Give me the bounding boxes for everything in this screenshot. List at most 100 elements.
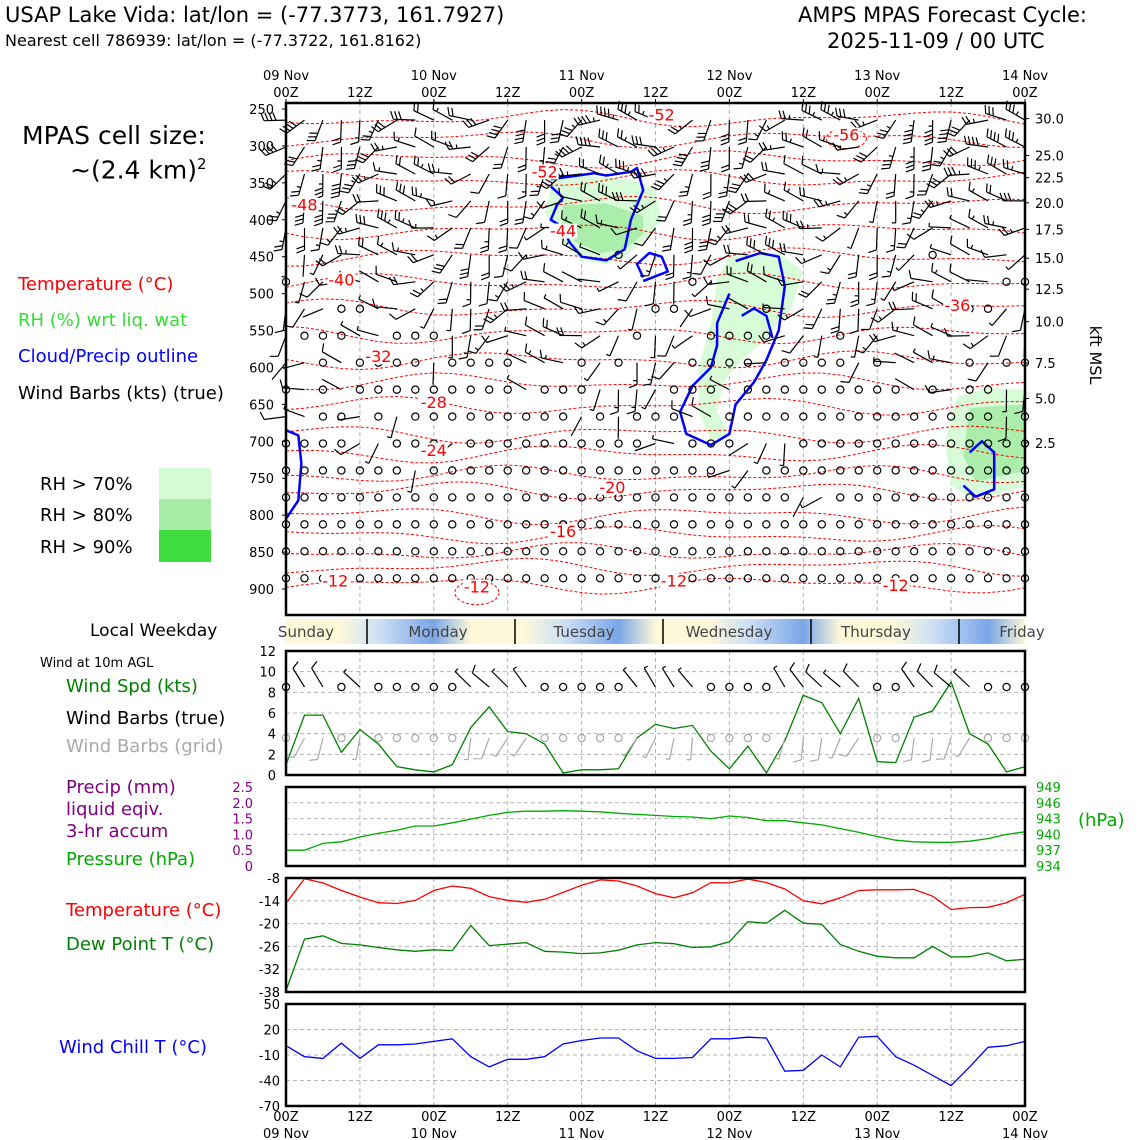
wind-barb [634,227,656,247]
temperature-contour-label: -40 [328,270,354,289]
calm-wind-marker [873,682,882,692]
calm-wind-marker [780,547,790,556]
top-time-tick: 12Z [643,86,669,101]
wind-barb [517,251,545,260]
wind-barb [627,308,638,331]
wind-barb [296,227,306,254]
calm-wind-marker [411,412,420,421]
temperature-contour [285,247,1026,267]
wind-barb [891,281,915,292]
wind-barb [294,281,306,304]
calm-wind-marker [337,682,346,692]
wind-barb [911,291,933,310]
wind-barb [480,254,490,281]
wind-barb [873,357,896,364]
calm-wind-marker [429,520,438,529]
calm-wind-marker [1002,493,1011,502]
calm-wind-marker [725,439,734,448]
calm-wind-marker [836,520,845,529]
bottom-time-tick: 12Z [347,1110,373,1125]
wind-barb [850,335,860,358]
calm-wind-marker [706,574,716,583]
calm-wind-marker [577,466,586,475]
wind-barb [386,416,398,439]
weekday-label: Monday [408,623,467,641]
wind-barb [279,379,305,391]
wind-barb [321,343,342,364]
calm-wind-marker [503,574,512,583]
temperature-contour-label: -32 [365,347,391,366]
calm-wind-marker [928,385,937,394]
calm-wind-marker [1002,733,1011,743]
wind-barb [967,157,989,175]
temperature-contour [285,524,1026,545]
wind-barb [471,664,490,688]
wind-barb [906,227,933,240]
height-tick-label: 7.5 [1035,357,1056,372]
calm-wind-marker [706,358,716,367]
wind-barb [260,112,287,122]
temperature-label-bg [647,107,676,123]
calm-wind-marker [762,304,771,313]
calm-wind-marker [558,574,568,583]
calm-wind-marker [429,466,438,475]
calm-wind-marker [392,682,402,692]
calm-wind-marker [595,574,605,583]
wind-barb [556,327,582,337]
calm-wind-marker [780,520,790,529]
calm-wind-marker [762,412,771,421]
wind-barb [284,146,306,167]
calm-wind-marker [392,466,402,475]
wind-barb [868,227,878,254]
calm-wind-marker [466,385,475,394]
wind-barb [491,668,509,688]
wind-barb [463,737,472,761]
calm-wind-marker [632,466,642,475]
precip-tick-label: 2.5 [232,781,253,796]
calm-wind-marker [466,439,475,448]
calm-wind-marker [429,547,438,556]
calm-wind-marker [909,520,919,529]
calm-wind-marker [337,520,346,529]
wind-barb [558,187,582,202]
calm-wind-marker [521,520,531,529]
precip-tick-label: 1.5 [232,813,253,828]
calm-wind-marker [909,574,919,583]
wind-barb [464,146,490,163]
calm-wind-marker [762,331,771,340]
wind-barb [802,127,823,148]
calm-wind-marker [780,574,790,583]
calm-wind-marker [448,466,457,475]
calm-wind-marker [817,385,826,394]
wind-barb [870,308,897,323]
calm-wind-marker [928,412,937,421]
calm-wind-marker [651,493,660,502]
calm-wind-marker [1002,682,1011,692]
top-time-tick: 00Z [273,86,299,101]
calm-wind-marker [946,439,956,448]
calm-wind-marker [799,547,808,556]
calm-wind-marker [503,385,512,394]
wind-barb [720,146,730,173]
wind-barb [372,298,397,310]
calm-wind-marker [909,439,919,448]
calm-wind-marker [836,331,845,340]
wind-barb [497,173,509,199]
wind-barb [954,737,971,758]
wind-barb [549,119,564,144]
calm-wind-marker [873,385,882,394]
calm-wind-marker [725,733,734,743]
calm-wind-marker [448,682,457,692]
wind-barb [499,281,527,292]
wind-barb [921,146,934,172]
wind-barb [795,254,823,265]
wind-barb [350,120,361,146]
temperature-label-bg [462,579,491,595]
calm-wind-marker [909,493,919,502]
calm-wind-marker [411,439,420,448]
wind-barb [419,308,435,329]
calm-wind-marker [817,412,826,421]
calm-wind-marker [762,466,771,475]
cross-section-frame [284,101,1027,617]
calm-wind-marker [300,574,309,583]
